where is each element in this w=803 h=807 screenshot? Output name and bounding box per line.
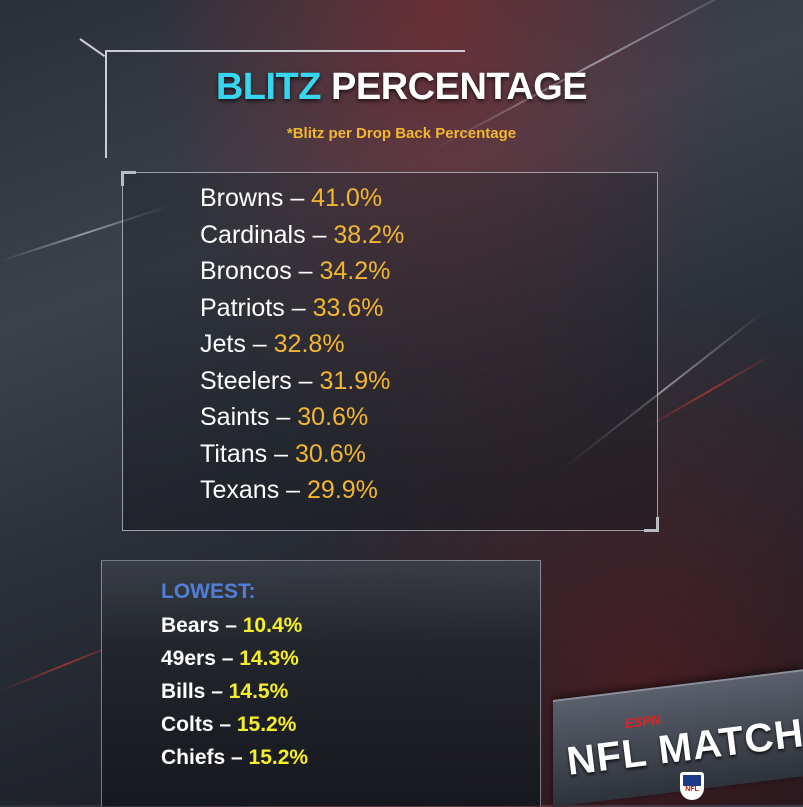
list-item: Cardinals – 38.2%: [200, 217, 404, 254]
separator: –: [291, 366, 320, 395]
blitz-value: 29.9%: [307, 476, 378, 504]
lowest-blitz-list: Bears – 10.4% 49ers – 14.3% Bills – 14.5…: [161, 609, 308, 774]
separator: –: [225, 746, 249, 769]
lowest-blitz-panel: [101, 560, 541, 806]
separator: –: [269, 403, 298, 431]
title-accent: BLITZ: [215, 66, 322, 108]
team-name: Broncos: [200, 257, 292, 285]
blitz-value: 31.9%: [319, 366, 391, 395]
team-name: Cardinals: [200, 220, 306, 249]
separator: –: [205, 680, 229, 703]
separator: –: [215, 647, 240, 670]
list-item: Jets – 32.8%: [200, 326, 404, 363]
separator: –: [284, 293, 313, 322]
separator: –: [267, 439, 295, 468]
title-rest: PERCENTAGE: [320, 66, 588, 108]
blitz-value: 15.2%: [248, 746, 309, 769]
blitz-value: 32.8%: [273, 330, 345, 358]
list-item: Steelers – 31.9%: [200, 363, 404, 400]
separator: –: [245, 330, 274, 358]
team-name: Jets: [200, 330, 246, 358]
panel-corner: [644, 517, 659, 532]
header-frame-line: [79, 38, 106, 58]
blitz-value: 14.5%: [228, 680, 289, 703]
page-subtitle: *Blitz per Drop Back Percentage: [286, 125, 517, 142]
separator: –: [305, 220, 334, 249]
list-item: Chiefs – 15.2%: [161, 741, 308, 774]
list-item: Titans – 30.6%: [200, 436, 404, 473]
panel-corner: [121, 171, 136, 186]
team-name: Chiefs: [161, 746, 226, 769]
team-name: 49ers: [161, 647, 216, 670]
nfl-shield-label: NFL: [685, 786, 699, 793]
list-item: Colts – 15.2%: [161, 708, 308, 741]
list-item: 49ers – 14.3%: [161, 642, 308, 675]
shield-stars-field: [683, 775, 701, 786]
blitz-value: 38.2%: [333, 220, 405, 249]
header-frame-line: [105, 50, 465, 52]
blitz-value: 41.0%: [311, 184, 383, 212]
blitz-value: 15.2%: [236, 713, 297, 736]
team-name: Colts: [161, 713, 214, 736]
team-name: Titans: [200, 439, 268, 468]
blitz-value: 30.6%: [297, 403, 369, 431]
team-name: Saints: [200, 403, 270, 431]
blitz-value: 30.6%: [294, 439, 366, 468]
page-title: BLITZ PERCENTAGE: [0, 66, 803, 109]
blitz-value: 34.2%: [319, 257, 391, 285]
separator: –: [219, 614, 243, 637]
separator: –: [291, 257, 320, 285]
separator: –: [279, 476, 308, 504]
list-item: Bears – 10.4%: [161, 609, 308, 642]
team-name: Steelers: [200, 366, 292, 395]
blitz-value: 14.3%: [239, 647, 299, 670]
list-item: Saints – 30.6%: [200, 399, 404, 436]
team-name: Bears: [161, 614, 220, 637]
header-frame-line: [105, 50, 107, 158]
separator: –: [283, 184, 312, 212]
lowest-heading: LOWEST:: [161, 580, 256, 603]
list-item: Browns – 41.0%: [200, 180, 404, 217]
separator: –: [213, 713, 237, 736]
team-name: Browns: [200, 184, 284, 212]
team-name: Patriots: [200, 293, 285, 322]
list-item: Patriots – 33.6%: [200, 290, 404, 327]
top-blitz-list: Browns – 41.0% Cardinals – 38.2% Broncos…: [200, 180, 404, 509]
team-name: Texans: [200, 476, 280, 504]
list-item: Broncos – 34.2%: [200, 253, 404, 290]
top-blitz-panel: [121, 171, 659, 532]
list-item: Bills – 14.5%: [161, 675, 308, 708]
blitz-value: 33.6%: [312, 293, 384, 322]
team-name: Bills: [161, 680, 206, 703]
nfl-shield-icon: NFL: [680, 772, 704, 800]
list-item: Texans – 29.9%: [200, 472, 404, 509]
blitz-value: 10.4%: [242, 614, 303, 637]
